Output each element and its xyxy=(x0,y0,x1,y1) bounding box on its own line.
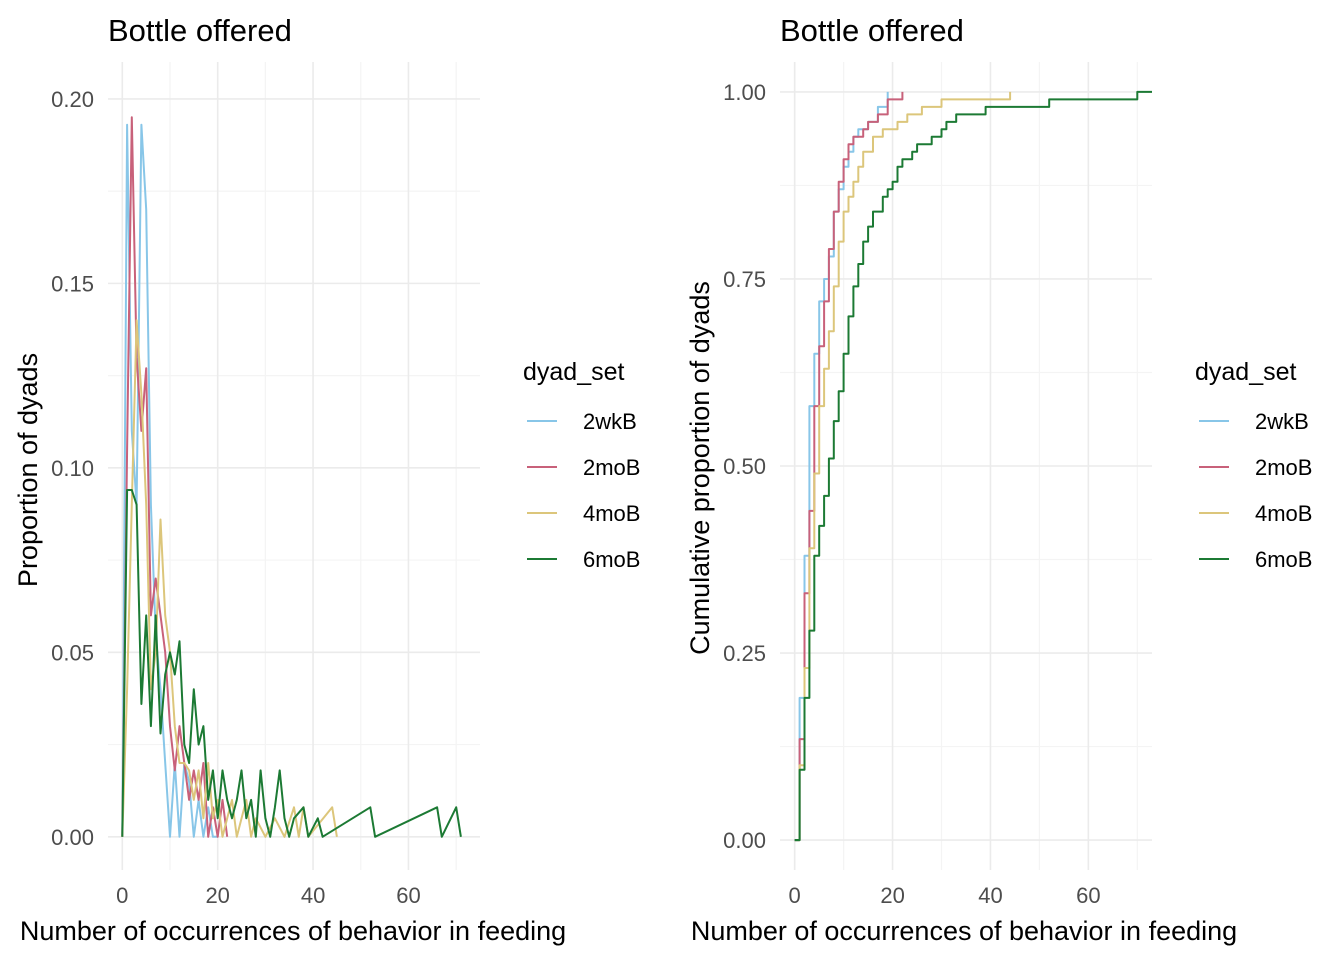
cumulative-x-tick-label: 0 xyxy=(789,883,801,908)
cumulative-panel: Bottle offered 0.00 0.25 0.50 0.75 1.00 0 20 4… xyxy=(685,13,1312,946)
density-legend-label-6moB: 6moB xyxy=(583,547,640,572)
density-x-axis-label: Number of occurrences of behavior in fee… xyxy=(20,916,566,946)
cumulative-grid xyxy=(780,62,1152,870)
cumulative-legend-label-2moB: 2moB xyxy=(1255,455,1312,480)
density-x-tick-labels: 0 20 40 60 xyxy=(116,883,421,908)
density-legend-label-2wkB: 2wkB xyxy=(583,409,637,434)
cumulative-legend-label-4moB: 4moB xyxy=(1255,501,1312,526)
density-chart-title: Bottle offered xyxy=(108,13,292,48)
cumulative-legend-title: dyad_set xyxy=(1195,358,1297,386)
cumulative-y-tick-labels: 0.00 0.25 0.50 0.75 1.00 xyxy=(723,80,766,853)
density-y-tick-label: 0.05 xyxy=(51,640,94,665)
cumulative-series-line-4moB xyxy=(794,91,1012,842)
density-panel: Bottle offered 0.00 0.05 0.10 0.15 0.20 0 20 4… xyxy=(13,13,640,946)
cumulative-x-tick-labels: 0 20 40 60 xyxy=(789,883,1101,908)
cumulative-legend-label-2wkB: 2wkB xyxy=(1255,409,1309,434)
density-legend-title: dyad_set xyxy=(523,358,625,386)
density-series-line-2moB xyxy=(121,116,229,838)
cumulative-y-axis-label: Cumulative proportion of dyads xyxy=(685,281,715,655)
density-y-tick-label: 0.20 xyxy=(51,87,94,112)
density-legend: dyad_set 2wkB 2moB 4moB 6moB xyxy=(523,358,640,572)
cumulative-x-tick-label: 20 xyxy=(880,883,904,908)
cumulative-x-axis-label: Number of occurrences of behavior in fee… xyxy=(691,916,1237,946)
density-y-axis-label: Proportion of dyads xyxy=(13,353,43,587)
cumulative-y-tick-label: 1.00 xyxy=(723,80,766,105)
density-x-tick-label: 40 xyxy=(301,883,325,908)
density-y-tick-label: 0.10 xyxy=(51,456,94,481)
density-series-line-6moB xyxy=(121,489,462,838)
density-series-line-4moB xyxy=(121,319,338,838)
density-y-tick-labels: 0.00 0.05 0.10 0.15 0.20 xyxy=(51,87,94,850)
cumulative-x-tick-label: 40 xyxy=(978,883,1002,908)
cumulative-legend: dyad_set 2wkB 2moB 4moB 6moB xyxy=(1195,358,1312,572)
density-y-tick-label: 0.15 xyxy=(51,271,94,296)
cumulative-y-tick-label: 0.25 xyxy=(723,641,766,666)
cumulative-series-line-2moB xyxy=(794,91,904,842)
cumulative-y-tick-label: 0.75 xyxy=(723,267,766,292)
density-x-tick-label: 20 xyxy=(205,883,229,908)
cumulative-y-tick-label: 0.00 xyxy=(723,828,766,853)
density-legend-label-2moB: 2moB xyxy=(583,455,640,480)
density-x-tick-label: 60 xyxy=(396,883,420,908)
cumulative-legend-label-6moB: 6moB xyxy=(1255,547,1312,572)
cumulative-y-tick-label: 0.50 xyxy=(723,454,766,479)
cumulative-series-group xyxy=(794,90,1152,842)
density-x-tick-label: 0 xyxy=(116,883,128,908)
density-legend-label-4moB: 4moB xyxy=(583,501,640,526)
density-series-group xyxy=(121,116,462,838)
cumulative-series-line-6moB xyxy=(794,90,1152,842)
density-y-tick-label: 0.00 xyxy=(51,825,94,850)
cumulative-x-tick-label: 60 xyxy=(1076,883,1100,908)
cumulative-chart-title: Bottle offered xyxy=(780,13,964,48)
density-grid xyxy=(108,62,480,870)
